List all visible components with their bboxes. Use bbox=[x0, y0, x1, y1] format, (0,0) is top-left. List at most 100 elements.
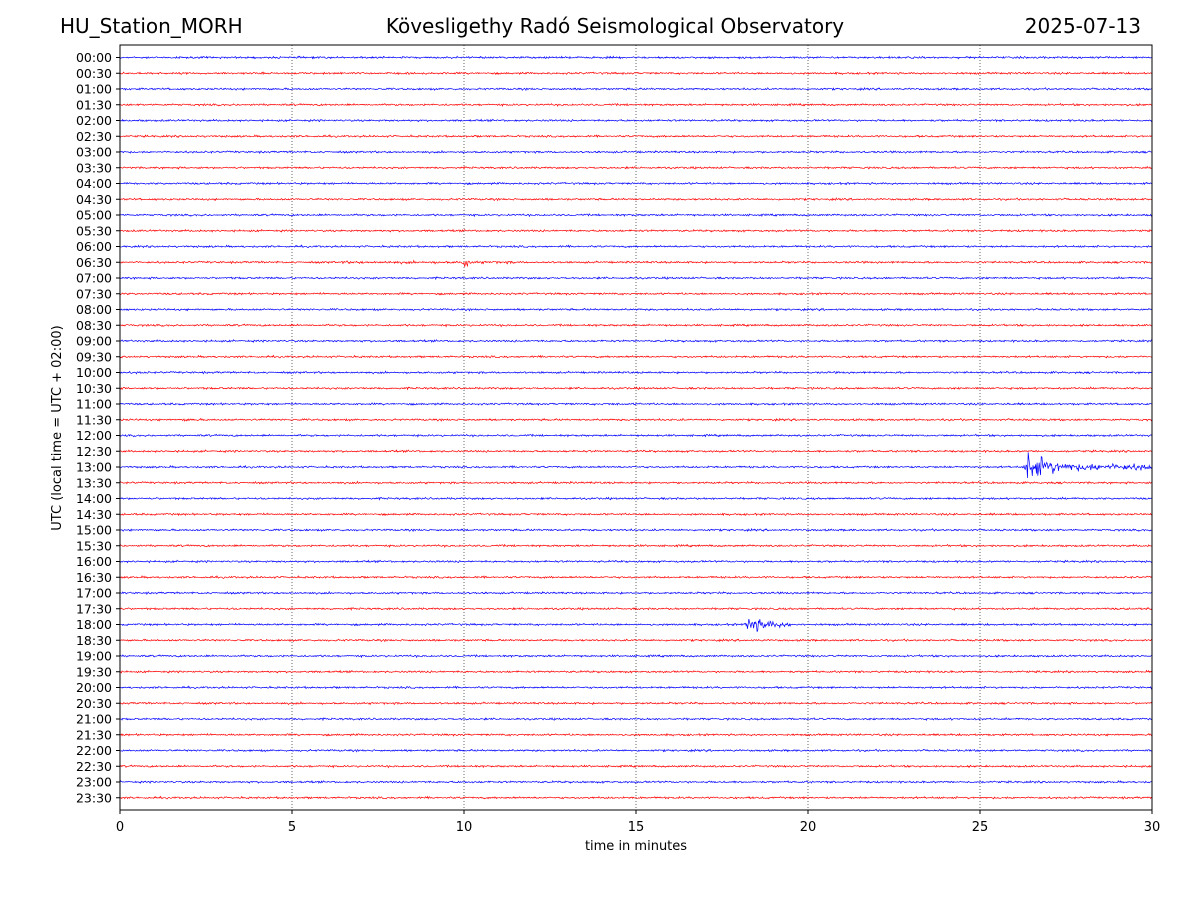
y-tick-label-0400: 04:00 bbox=[76, 176, 112, 191]
y-tick-label-0330: 03:30 bbox=[76, 160, 112, 175]
y-tick-label-0300: 03:00 bbox=[76, 145, 112, 160]
trace-2230 bbox=[119, 764, 1153, 769]
trace-1500 bbox=[119, 528, 1153, 533]
trace-0900 bbox=[119, 338, 1153, 344]
x-tick-label-10: 10 bbox=[456, 820, 473, 835]
trace-1430 bbox=[119, 512, 1153, 517]
trace-1900 bbox=[119, 654, 1153, 659]
y-tick-label-2100: 21:00 bbox=[76, 712, 112, 727]
trace-0330 bbox=[119, 165, 1153, 171]
y-tick-label-1630: 16:30 bbox=[76, 570, 112, 585]
y-tick-label-1200: 12:00 bbox=[76, 428, 112, 443]
y-tick-label-0430: 04:30 bbox=[76, 192, 112, 207]
x-tick-label-30: 30 bbox=[1144, 820, 1161, 835]
trace-2300 bbox=[119, 779, 1153, 785]
trace-1030 bbox=[119, 386, 1153, 391]
y-tick-label-1130: 11:30 bbox=[76, 412, 112, 427]
trace-0030 bbox=[119, 71, 1153, 76]
y-tick-label-0130: 01:30 bbox=[76, 97, 112, 112]
y-tick-label-1700: 17:00 bbox=[76, 586, 112, 601]
y-tick-label-0100: 01:00 bbox=[76, 82, 112, 97]
trace-0600 bbox=[119, 244, 1153, 249]
trace-2200 bbox=[119, 748, 1153, 753]
trace-0300 bbox=[119, 149, 1153, 154]
x-axis: 0 5 10 15 20 25 30 bbox=[116, 810, 1160, 835]
trace-0800 bbox=[119, 307, 1153, 312]
trace-0000 bbox=[119, 55, 1153, 60]
y-tick-label-1800: 18:00 bbox=[76, 617, 112, 632]
y-tick-label-1600: 16:00 bbox=[76, 554, 112, 569]
station-name: HU_Station_MORH bbox=[60, 14, 243, 38]
y-tick-label-0230: 02:30 bbox=[76, 129, 112, 144]
trace-1630 bbox=[119, 575, 1153, 580]
y-tick-label-1930: 19:30 bbox=[76, 664, 112, 679]
trace-1600 bbox=[119, 559, 1153, 564]
y-tick-label-0800: 08:00 bbox=[76, 302, 112, 317]
trace-1100 bbox=[119, 402, 1153, 407]
trace-2030 bbox=[119, 701, 1153, 706]
x-tick-label-0: 0 bbox=[116, 820, 124, 835]
trace-0630 bbox=[119, 259, 1153, 268]
trace-2330 bbox=[119, 795, 1153, 800]
trace-1400 bbox=[119, 496, 1153, 501]
y-tick-label-2130: 21:30 bbox=[76, 727, 112, 742]
x-axis-label: time in minutes bbox=[585, 839, 687, 854]
trace-0500 bbox=[119, 213, 1153, 218]
y-tick-label-0500: 05:00 bbox=[76, 208, 112, 223]
y-tick-label-0730: 07:30 bbox=[76, 286, 112, 301]
trace-1930 bbox=[119, 669, 1153, 674]
y-tick-label-2030: 20:30 bbox=[76, 696, 112, 711]
trace-0400 bbox=[119, 181, 1153, 186]
y-tick-label-0200: 02:00 bbox=[76, 113, 112, 128]
x-tick-label-25: 25 bbox=[972, 820, 989, 835]
trace-1830 bbox=[119, 638, 1153, 643]
trace-0230 bbox=[119, 134, 1153, 139]
trace-2100 bbox=[119, 717, 1153, 722]
y-axis: 00:0000:3001:0001:3002:0002:3003:0003:30… bbox=[76, 50, 120, 805]
y-tick-label-2000: 20:00 bbox=[76, 680, 112, 695]
y-tick-label-0630: 06:30 bbox=[76, 255, 112, 270]
trace-1530 bbox=[119, 543, 1153, 549]
y-tick-label-1830: 18:30 bbox=[76, 633, 112, 648]
seismic-traces bbox=[119, 55, 1153, 800]
x-tick-label-5: 5 bbox=[288, 820, 296, 835]
trace-0430 bbox=[119, 197, 1153, 202]
trace-0100 bbox=[119, 87, 1153, 92]
trace-0530 bbox=[119, 228, 1153, 233]
grid-lines bbox=[291, 45, 981, 810]
trace-0930 bbox=[119, 354, 1153, 359]
trace-0200 bbox=[119, 118, 1153, 123]
y-tick-label-2330: 23:30 bbox=[76, 790, 112, 805]
trace-1700 bbox=[119, 590, 1153, 596]
y-tick-label-1730: 17:30 bbox=[76, 601, 112, 616]
y-tick-label-0700: 07:00 bbox=[76, 271, 112, 286]
y-tick-label-1030: 10:30 bbox=[76, 381, 112, 396]
y-tick-label-1430: 14:30 bbox=[76, 507, 112, 522]
y-tick-label-2200: 22:00 bbox=[76, 743, 112, 758]
trace-1200 bbox=[119, 433, 1153, 438]
y-tick-label-0830: 08:30 bbox=[76, 318, 112, 333]
trace-1230 bbox=[119, 449, 1153, 454]
trace-1730 bbox=[119, 606, 1153, 612]
y-tick-label-1330: 13:30 bbox=[76, 475, 112, 490]
trace-1000 bbox=[119, 370, 1153, 375]
y-tick-label-1300: 13:00 bbox=[76, 460, 112, 475]
trace-0700 bbox=[119, 276, 1153, 281]
y-tick-label-0600: 06:00 bbox=[76, 239, 112, 254]
y-tick-label-1400: 14:00 bbox=[76, 491, 112, 506]
y-axis-label: UTC (local time = UTC + 02:00) bbox=[50, 325, 65, 530]
x-tick-label-20: 20 bbox=[800, 820, 817, 835]
y-tick-label-2300: 23:00 bbox=[76, 775, 112, 790]
trace-2130 bbox=[119, 732, 1153, 737]
x-tick-label-15: 15 bbox=[628, 820, 645, 835]
chart-title: Kövesligethy Radó Seismological Observat… bbox=[385, 14, 845, 38]
y-tick-label-2230: 22:30 bbox=[76, 759, 112, 774]
trace-0730 bbox=[119, 291, 1153, 296]
trace-1800 bbox=[119, 618, 1153, 632]
y-tick-label-1900: 19:00 bbox=[76, 649, 112, 664]
y-tick-label-0930: 09:30 bbox=[76, 349, 112, 364]
y-tick-label-1100: 11:00 bbox=[76, 397, 112, 412]
chart-date: 2025-07-13 bbox=[1024, 14, 1141, 38]
y-tick-label-1230: 12:30 bbox=[76, 444, 112, 459]
